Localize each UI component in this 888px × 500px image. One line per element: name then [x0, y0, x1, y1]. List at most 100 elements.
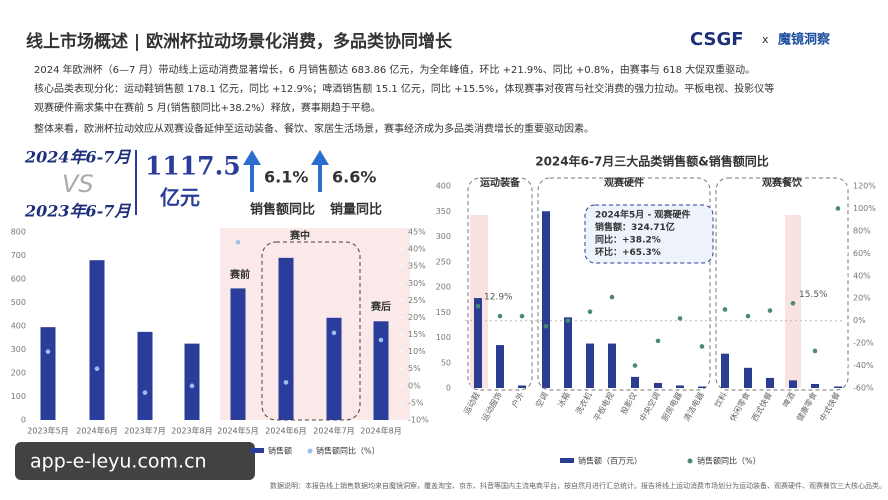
text-line: 2024 年欧洲杯（6—7 月）带动线上运动消费显著增长，6 月销售额达 683…	[34, 63, 755, 76]
bar	[834, 386, 842, 388]
bar	[326, 317, 342, 420]
data-label: 15.5%	[799, 290, 828, 300]
growth: 6.1%	[264, 168, 308, 187]
bar	[373, 321, 389, 420]
dot	[94, 366, 100, 372]
bar	[654, 382, 662, 388]
x-tick-label: 2024年6月	[76, 426, 117, 436]
y-tick-label: 400	[436, 182, 451, 191]
y-tick-label: 600	[11, 275, 26, 284]
annotation: 赛后	[370, 300, 391, 313]
y-tick-label: 500	[11, 298, 26, 307]
y2-tick-label: 40%	[408, 245, 426, 254]
y2-tick-label: 80%	[853, 226, 871, 235]
period: 2024年6-7月	[24, 148, 131, 167]
callout-text: 同比：+38.2%	[595, 234, 661, 246]
y2-tick-label: 0%	[853, 316, 866, 325]
growth-label: 销售额同比	[250, 202, 315, 218]
amount: 1117.5	[145, 152, 241, 181]
arrow-up	[243, 150, 261, 192]
y2-tick-label: 120%	[853, 182, 876, 191]
bar	[698, 386, 706, 388]
dot	[632, 363, 638, 368]
legend-label: 销售额	[268, 446, 292, 456]
watermark-box	[15, 442, 255, 480]
x-tick-label: 2024年8月	[360, 426, 401, 436]
y-tick-label: 400	[11, 322, 26, 331]
dot	[655, 338, 661, 344]
dot	[378, 337, 384, 343]
dot	[475, 303, 481, 309]
annotation: 赛前	[229, 268, 250, 281]
x-tick-label: 2024年6月	[265, 426, 306, 436]
bar	[811, 383, 819, 388]
dot	[587, 309, 593, 314]
dot	[189, 383, 195, 389]
y2-tick-label: 10%	[408, 347, 426, 356]
y-tick-label: 300	[436, 232, 451, 241]
y-tick-label: 50	[441, 358, 451, 367]
x-tick-label: 2023年7月	[124, 426, 165, 436]
bar	[631, 376, 639, 388]
chart-title: 2024年6-7月三大品类销售额&销售额同比	[535, 154, 769, 169]
period: 2023年6-7月	[24, 202, 131, 221]
y2-tick-label: 45%	[408, 228, 426, 237]
legend-swatch	[687, 458, 693, 464]
bar	[230, 288, 246, 420]
dot	[519, 313, 525, 319]
dot	[835, 206, 841, 211]
dot	[699, 344, 705, 349]
y-tick-label: 350	[436, 207, 451, 216]
y-tick-label: 300	[11, 345, 26, 354]
y-tick-label: 0	[21, 416, 26, 425]
y2-tick-label: -40%	[853, 361, 874, 370]
dot	[790, 300, 796, 306]
dot	[142, 390, 148, 395]
y-tick-label: 800	[11, 228, 26, 237]
y-tick-label: 200	[11, 369, 26, 378]
bar	[40, 327, 56, 420]
text-line: 核心品类表现分化：运动鞋销售额 178.1 亿元，同比 +12.9%；啤酒销售额…	[34, 82, 774, 95]
dot	[45, 349, 51, 354]
bar	[789, 380, 797, 388]
dot	[609, 294, 615, 300]
bar	[721, 353, 729, 388]
y-tick-label: 100	[11, 392, 26, 401]
y2-tick-label: -20%	[853, 339, 874, 348]
y2-tick-label: 25%	[408, 296, 426, 305]
dot	[722, 307, 728, 312]
dot	[235, 239, 241, 245]
bar	[496, 345, 504, 388]
bar	[744, 367, 752, 388]
growth-label: 销量同比	[330, 202, 382, 218]
growth: 6.6%	[332, 168, 376, 187]
y2-tick-label: 40%	[853, 271, 871, 280]
dot	[331, 330, 337, 336]
y2-tick-label: 60%	[853, 249, 871, 258]
group-label: 观赛餐饮	[762, 176, 803, 189]
dot	[767, 308, 773, 313]
bar	[676, 385, 684, 388]
bar	[766, 377, 774, 388]
y2-tick-label: 100%	[853, 204, 876, 213]
page-title: 线上市场概述 | 欧洲杯拉动场景化消费，多品类协同增长	[26, 31, 453, 52]
group-box	[715, 177, 849, 391]
y-tick-label: 200	[436, 283, 451, 292]
x-tick-label: 2023年5月	[27, 426, 68, 436]
legend-swatch	[307, 448, 313, 454]
unit: 亿元	[160, 186, 200, 210]
callout-text: 环比：+65.3%	[595, 246, 661, 258]
bar	[474, 298, 482, 388]
arrow-up	[311, 150, 329, 192]
annotation: 赛中	[289, 229, 310, 242]
y-tick-label: 700	[11, 251, 26, 260]
dot	[812, 348, 818, 354]
y2-tick-label: 0%	[408, 381, 421, 390]
y2-tick-label: 20%	[853, 294, 871, 303]
y2-tick-label: 35%	[408, 262, 426, 271]
dot	[565, 318, 571, 323]
group-box	[537, 177, 711, 391]
y-tick-label: 150	[436, 308, 451, 317]
y2-tick-label: -10%	[408, 416, 429, 425]
